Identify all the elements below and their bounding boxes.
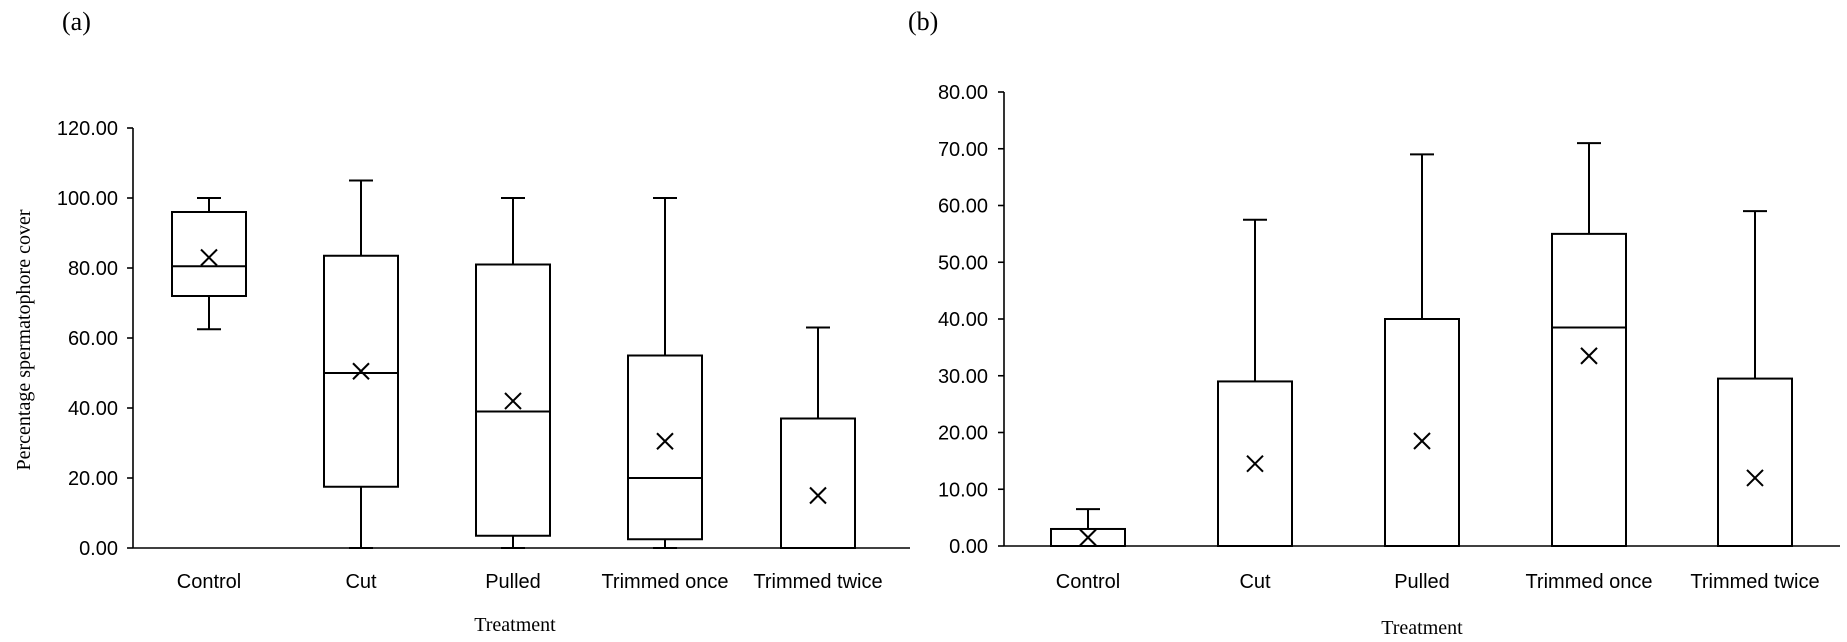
panel-a-yticks: 0.00 20.00 40.00 60.00 80.00 100.00 120.00	[57, 118, 133, 560]
panel-b-box-1	[1217, 218, 1293, 547]
panel-a-ytick-label: 40.00	[68, 398, 118, 420]
panel-a-category-label: Cut	[345, 571, 377, 593]
panel-b-ytick-label: 70.00	[938, 139, 988, 161]
panel-a-categories: Control Cut Pulled Trimmed once Trimmed twic…	[177, 571, 883, 593]
panel-a-ytick-label: 0.00	[79, 538, 118, 560]
panel-b-xlabel: Treatment	[1381, 617, 1463, 639]
panel-b-ytick-label: 80.00	[938, 82, 988, 104]
panel-b-box-4	[1717, 210, 1793, 547]
panel-b-ytick-label: 60.00	[938, 196, 988, 218]
mean-marker	[504, 392, 522, 410]
mean-marker	[809, 486, 827, 505]
panel-b-box-2	[1384, 153, 1460, 547]
panel-a-ylabel-group: Percentage spermatophore cover	[13, 209, 35, 470]
panel-b-category-label: Pulled	[1394, 571, 1450, 593]
panel-b-category-label: Trimmed once	[1525, 571, 1652, 593]
mean-marker	[1746, 469, 1764, 487]
panel-b-category-label: Cut	[1239, 571, 1271, 593]
panel-a-boxes	[171, 179, 856, 549]
panel-a-xlabel: Treatment	[474, 614, 556, 636]
mean-marker	[1413, 432, 1431, 450]
panel-b-ytick-label: 0.00	[949, 536, 988, 558]
iqr-box	[171, 211, 247, 297]
panel-b-ytick-label: 10.00	[938, 479, 988, 501]
panel-a-box-4	[780, 326, 856, 549]
iqr-box	[1551, 232, 1627, 547]
panel-b-category-label: Trimmed twice	[1690, 571, 1819, 593]
panel-b-ytick-label: 50.00	[938, 252, 988, 274]
panel-a-label: (a)	[62, 7, 91, 36]
panel-a-category-label: Trimmed once	[601, 571, 728, 593]
panel-b-categories: Control Cut Pulled Trimmed once Trimmed twic…	[1056, 571, 1820, 593]
panel-a-ytick-label: 100.00	[57, 188, 118, 210]
panel-a-box-1	[323, 179, 399, 549]
mean-marker	[200, 248, 218, 267]
panel-a-ytick-label: 20.00	[68, 468, 118, 490]
panel-b-category-label: Control	[1056, 571, 1120, 593]
panel-b: (b) Treatment 0.00 10.00 20.00 30.00 40.00 50…	[908, 7, 1840, 639]
panel-a-category-label: Control	[177, 571, 241, 593]
panel-b-ytick-label: 40.00	[938, 309, 988, 331]
mean-marker	[1079, 528, 1097, 547]
panel-b-label: (b)	[908, 7, 938, 36]
panel-a-category-label: Trimmed twice	[753, 571, 882, 593]
panel-a-box-0	[171, 197, 247, 331]
panel-b-box-0	[1050, 508, 1126, 547]
panel-b-yticks: 0.00 10.00 20.00 30.00 40.00 50.00 60.00 70.00 8…	[938, 82, 1004, 558]
panel-a-ylabel: Percentage spermatophore cover	[13, 209, 35, 470]
iqr-box	[1717, 377, 1793, 547]
mean-marker	[656, 432, 674, 450]
panel-a-ytick-label: 80.00	[68, 258, 118, 280]
mean-marker	[1580, 347, 1598, 365]
panel-a-box-3	[627, 197, 703, 549]
panel-b-ytick-label: 30.00	[938, 366, 988, 388]
panel-b-box-3	[1551, 142, 1627, 547]
mean-marker	[1246, 455, 1264, 473]
panel-a-ytick-label: 120.00	[57, 118, 118, 140]
panel-b-ytick-label: 20.00	[938, 423, 988, 445]
panel-a-category-label: Pulled	[485, 571, 541, 593]
panel-a-box-2	[475, 197, 551, 549]
panel-a: (a) Percentage spermatophore cover Treat…	[13, 7, 910, 636]
iqr-box	[1384, 318, 1460, 547]
iqr-box	[627, 354, 703, 541]
iqr-box	[780, 417, 856, 549]
panel-b-boxes	[1050, 142, 1793, 547]
mean-marker	[352, 362, 370, 380]
panel-a-ytick-label: 60.00	[68, 328, 118, 350]
